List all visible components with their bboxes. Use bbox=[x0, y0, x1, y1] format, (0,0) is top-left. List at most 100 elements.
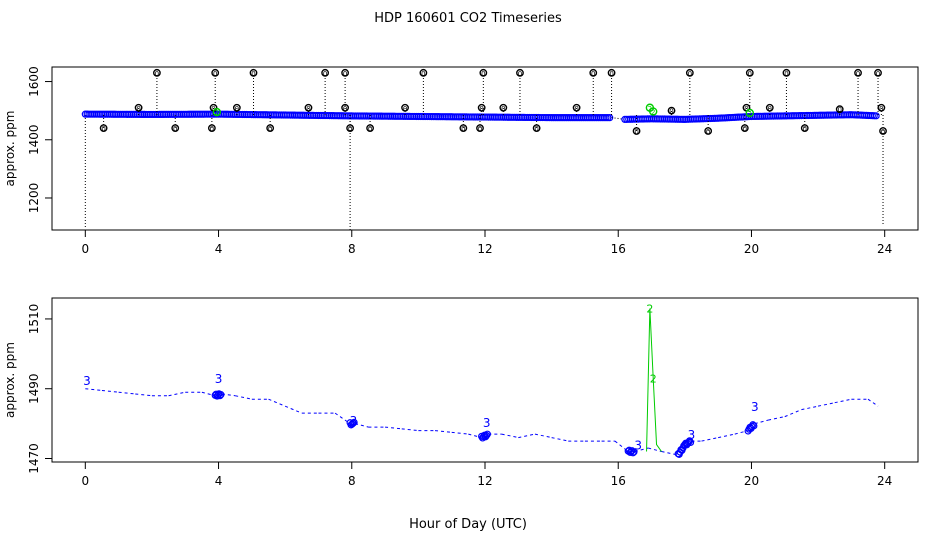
outlier-flag-label: 0 bbox=[856, 70, 860, 78]
outlier-point bbox=[532, 124, 541, 133]
outlier-point bbox=[207, 124, 216, 133]
outlier-point bbox=[479, 68, 488, 77]
outlier-flag-label: 0 bbox=[784, 70, 788, 78]
flag2-point bbox=[212, 107, 222, 117]
gap-line bbox=[235, 395, 252, 400]
gap-line bbox=[867, 398, 879, 407]
y-tick-label: 1400 bbox=[27, 124, 41, 155]
gap-line bbox=[434, 430, 452, 433]
outlier-point bbox=[499, 103, 508, 112]
ppm-point bbox=[349, 419, 357, 427]
outlier-flag-label: 0 bbox=[348, 125, 352, 133]
y-axis-label: approx. ppm bbox=[3, 111, 17, 187]
gap-line bbox=[268, 398, 286, 407]
gap-line bbox=[768, 416, 785, 421]
gap-line bbox=[518, 433, 536, 439]
outlier-flag-label: 0 bbox=[343, 105, 347, 113]
x-tick-label: 8 bbox=[348, 474, 356, 488]
outlier-flag-label: 0 bbox=[743, 125, 747, 133]
ppm-point bbox=[626, 448, 634, 456]
outlier-flag-label: 0 bbox=[748, 70, 752, 78]
gap-line bbox=[401, 428, 419, 432]
y-tick-label: 1600 bbox=[27, 66, 41, 97]
flag2-label: 2 bbox=[651, 109, 655, 117]
flag2-label: 2 bbox=[650, 372, 657, 385]
x-tick-label: 12 bbox=[477, 242, 492, 256]
gap-line bbox=[354, 423, 369, 428]
outlier-point bbox=[632, 127, 641, 135]
outlier-point bbox=[835, 105, 844, 114]
outlier-point bbox=[765, 103, 774, 112]
outlier-point bbox=[667, 106, 676, 115]
outlier-flag-label: 0 bbox=[669, 108, 673, 116]
gap-line bbox=[135, 393, 152, 397]
flag2-label: 2 bbox=[646, 302, 653, 315]
flag2-point bbox=[649, 107, 658, 116]
outlier-point bbox=[745, 68, 754, 77]
gap-line bbox=[834, 398, 852, 404]
gap-line bbox=[817, 402, 835, 407]
outlier-point bbox=[589, 68, 598, 77]
gap-line bbox=[718, 433, 735, 439]
outlier-flag-label: 0 bbox=[403, 105, 407, 113]
outlier-point bbox=[419, 68, 428, 77]
outlier-point bbox=[401, 103, 409, 112]
gap-line bbox=[801, 405, 819, 411]
gap-line bbox=[754, 419, 769, 425]
gap-line bbox=[118, 391, 136, 395]
outlier-point bbox=[782, 68, 791, 77]
ppm-point bbox=[482, 431, 491, 440]
outlier-flag-label: 0 bbox=[479, 105, 483, 113]
outlier-flag-label: 0 bbox=[609, 70, 613, 78]
outlier-flag-label: 0 bbox=[881, 128, 885, 136]
gap-line bbox=[284, 405, 303, 414]
ppm-point bbox=[872, 112, 880, 120]
gap-line bbox=[168, 391, 186, 397]
flag3-label: 3 bbox=[688, 428, 696, 442]
outlier-point bbox=[879, 127, 887, 135]
outlier-point bbox=[341, 103, 350, 112]
outlier-flag-label: 0 bbox=[744, 105, 748, 113]
flag3-label: 3 bbox=[751, 400, 759, 414]
plot-frame bbox=[51, 66, 919, 231]
chart-title: HDP 160601 CO2 Timeseries bbox=[374, 11, 562, 26]
flag2-point bbox=[745, 108, 754, 118]
outlier-point bbox=[153, 68, 161, 77]
outlier-point bbox=[266, 124, 275, 133]
flag3-label: 3 bbox=[350, 414, 358, 428]
outlier-point bbox=[99, 124, 108, 133]
outlier-flag-label: 0 bbox=[235, 105, 239, 113]
flag2-label: 2 bbox=[648, 105, 652, 113]
outlier-point bbox=[572, 103, 581, 112]
outlier-point bbox=[516, 68, 524, 77]
outlier-flag-label: 0 bbox=[837, 106, 841, 114]
outlier-flag-label: 0 bbox=[591, 70, 595, 78]
x-tick-label: 12 bbox=[477, 474, 492, 488]
gap-line bbox=[101, 389, 119, 393]
outlier-point bbox=[854, 68, 862, 77]
ppm-point bbox=[750, 422, 758, 430]
gap-line bbox=[385, 426, 402, 430]
gap-line bbox=[634, 447, 649, 453]
outlier-point bbox=[800, 124, 809, 133]
gap-line bbox=[468, 433, 482, 439]
outlier-flag-label: 0 bbox=[879, 105, 883, 113]
x-tick-label: 0 bbox=[81, 474, 89, 488]
gap-line bbox=[534, 433, 552, 439]
x-tick-label: 24 bbox=[877, 474, 892, 488]
outlier-flag-label: 0 bbox=[323, 70, 327, 78]
outlier-flag-label: 0 bbox=[306, 105, 310, 113]
x-tick-label: 24 bbox=[877, 242, 892, 256]
bottom-panel: 0 4 8 12 16 20 24 1470 1490 1510 approx. ppm 2 2 3 3 3 3… bbox=[3, 297, 919, 488]
x-tick-label: 0 bbox=[81, 242, 89, 256]
ppm-point bbox=[749, 421, 757, 429]
gap-line bbox=[648, 447, 662, 453]
outlier-flag-label: 0 bbox=[518, 70, 522, 78]
outlier-flag-label: 0 bbox=[213, 70, 217, 78]
ppm-point bbox=[630, 448, 638, 456]
outlier-flag-label: 0 bbox=[268, 125, 272, 133]
outlier-flag-label: 0 bbox=[574, 105, 578, 113]
outlier-flag-label: 0 bbox=[368, 125, 372, 133]
